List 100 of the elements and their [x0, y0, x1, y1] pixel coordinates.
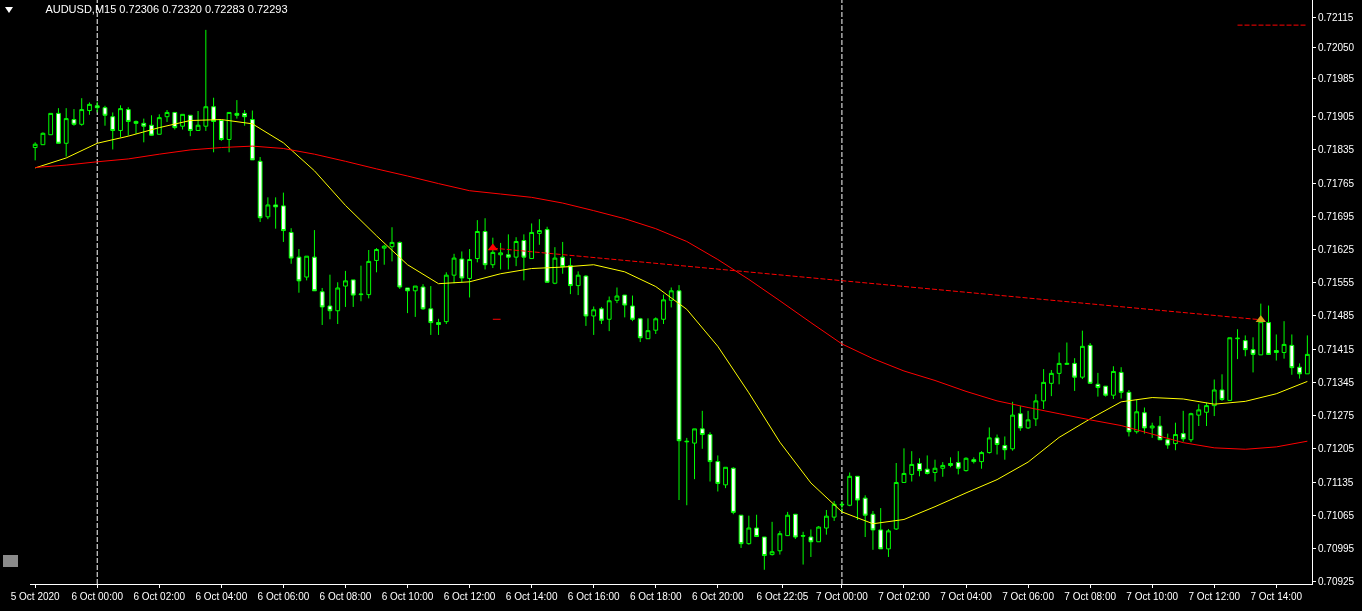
candlestick	[482, 217, 488, 270]
candlestick	[513, 236, 519, 267]
candlestick	[87, 101, 92, 116]
candlestick	[203, 29, 209, 132]
candlestick	[699, 410, 705, 450]
candlestick	[234, 99, 240, 120]
candlestick	[1134, 399, 1140, 435]
x-tick-label: 6 Oct 20:00	[691, 591, 745, 602]
x-tick-label: 6 Oct 16:00	[567, 591, 620, 602]
candlestick	[785, 511, 791, 537]
y-tick-label: 0.71135	[1318, 476, 1354, 488]
candlestick	[1235, 328, 1240, 360]
candlestick	[1079, 330, 1085, 380]
candlestick	[343, 270, 348, 308]
candlestick	[1072, 357, 1078, 392]
candlestick	[924, 454, 930, 475]
candlestick	[110, 111, 116, 150]
candlestick	[149, 114, 154, 137]
candlestick	[1258, 303, 1264, 356]
y-tick-label: 0.71275	[1318, 410, 1355, 422]
x-tick-label: 7 Oct 02:00	[878, 591, 931, 602]
candlestick	[1204, 402, 1209, 427]
candlestick	[1111, 365, 1116, 400]
candlestick	[730, 466, 736, 515]
candlestick	[1025, 410, 1031, 430]
candlestick	[963, 456, 969, 473]
candlestick	[971, 456, 977, 464]
candlestick	[56, 107, 61, 144]
candlestick	[374, 247, 379, 273]
candlestick	[723, 466, 728, 489]
candlestick	[855, 475, 860, 521]
candlestick	[893, 462, 899, 531]
candlestick	[288, 227, 294, 265]
candlestick	[1149, 422, 1155, 439]
line-series	[34, 145, 1308, 450]
candlestick	[172, 111, 178, 131]
candlestick	[979, 450, 984, 470]
x-tick-label: 6 Oct 18:00	[629, 591, 683, 602]
x-tick-label: 6 Oct 12:00	[443, 591, 496, 602]
candlestick	[397, 240, 403, 290]
candlestick	[769, 521, 775, 556]
line-series	[34, 119, 1308, 525]
candlestick	[948, 456, 953, 468]
candlestick	[591, 305, 597, 336]
candlestick	[451, 253, 457, 284]
candlestick	[878, 507, 884, 550]
candlestick	[1242, 334, 1248, 357]
candlestick	[195, 110, 201, 131]
candlestick	[1103, 385, 1109, 398]
y-tick-label: 0.71905	[1318, 111, 1355, 123]
candlestick	[211, 97, 216, 153]
candlestick	[645, 317, 651, 340]
candlestick	[1250, 336, 1256, 373]
candlestick	[265, 196, 271, 220]
candlestick	[606, 296, 612, 332]
candlestick	[1289, 333, 1295, 376]
candlestick	[637, 317, 643, 343]
candlestick	[738, 514, 744, 549]
x-tick-label: 6 Oct 14:00	[505, 591, 558, 602]
candlestick	[1227, 337, 1233, 401]
candlestick	[312, 229, 317, 292]
y-tick-label: 0.70995	[1318, 542, 1355, 554]
candlestick	[622, 294, 628, 318]
candlestick	[490, 237, 496, 269]
candlestick	[932, 459, 938, 483]
candlestick	[746, 515, 752, 546]
candlestick	[909, 450, 915, 483]
candlestick	[327, 274, 333, 320]
candlestick	[800, 531, 806, 566]
candlestick	[405, 287, 410, 314]
candlestick	[412, 285, 418, 318]
x-tick-label: 7 Oct 06:00	[1002, 591, 1055, 602]
candlestick	[1281, 320, 1287, 360]
candlestick	[1118, 366, 1124, 400]
y-tick-label: 0.71415	[1318, 343, 1355, 355]
candlestick	[808, 528, 814, 558]
candlestick	[630, 295, 635, 322]
y-tick-label: 0.71485	[1318, 310, 1355, 322]
candlestick	[575, 270, 581, 296]
y-tick-label: 0.72050	[1318, 42, 1355, 54]
candlestick	[1297, 362, 1302, 380]
candlestick	[568, 257, 573, 295]
candlestick	[436, 318, 441, 336]
candlestick	[257, 156, 263, 223]
candlestick	[754, 514, 759, 538]
candlestick	[335, 281, 341, 325]
candlestick	[1142, 407, 1147, 435]
candlestick	[707, 431, 713, 483]
x-tick-label: 6 Oct 08:00	[319, 591, 372, 602]
candlestick	[544, 226, 550, 283]
y-tick-label: 0.72115	[1318, 11, 1354, 23]
x-tick-label: 6 Oct 00:00	[71, 591, 124, 602]
candlestick	[1157, 415, 1163, 441]
candlestick	[474, 219, 480, 263]
candlestick	[521, 233, 527, 281]
candlestick	[156, 113, 162, 135]
candlestick	[1273, 333, 1279, 362]
candlestick	[1041, 368, 1046, 410]
candlestick	[1048, 369, 1054, 397]
candlestick	[319, 287, 325, 326]
